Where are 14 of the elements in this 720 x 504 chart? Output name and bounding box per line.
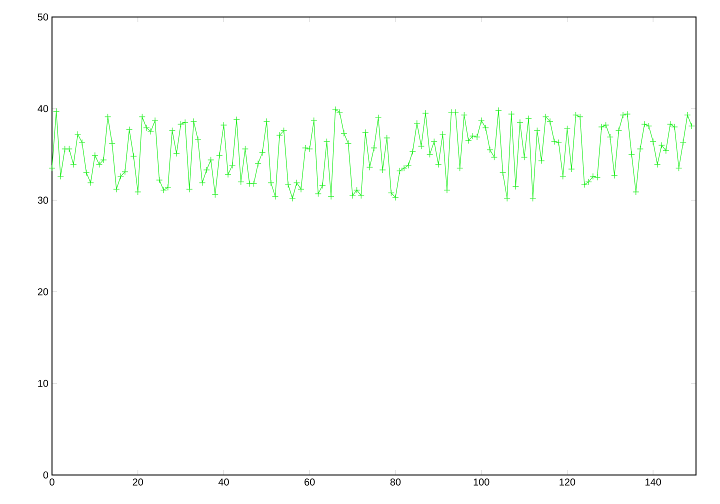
y-tick-label: 0 [43,471,48,479]
x-tick-label: 40 [218,478,229,486]
x-tick-label: 140 [646,478,661,486]
y-tick-label: 40 [38,105,48,112]
y-tick-label: 30 [38,196,48,204]
x-tick-label: 120 [560,478,576,486]
y-tick-label: 50 [38,13,48,21]
x-tick-label: 0 [50,478,54,486]
x-tick-label: 100 [474,478,490,486]
x-tick-label: 80 [390,478,401,486]
x-tick-label: 20 [132,478,144,486]
y-tick-label: 20 [38,288,48,296]
x-tick-label: 60 [304,478,315,486]
y-tick-label: 10 [38,380,48,387]
